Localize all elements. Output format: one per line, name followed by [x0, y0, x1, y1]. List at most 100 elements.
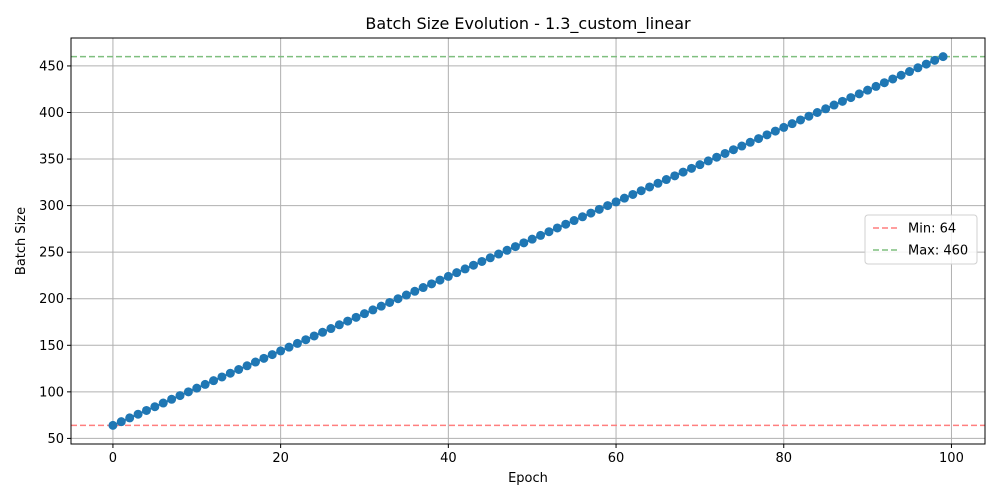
data-point: [410, 286, 420, 296]
data-point: [896, 70, 906, 80]
data-point: [569, 216, 579, 226]
data-point: [427, 279, 437, 289]
y-tick-label: 100: [39, 385, 64, 400]
data-point: [477, 256, 487, 266]
data-point: [343, 316, 353, 326]
x-tick-label: 100: [939, 451, 964, 466]
data-point: [494, 249, 504, 259]
y-axis-title: Batch Size: [14, 207, 29, 275]
x-tick-label: 60: [608, 451, 625, 466]
data-point: [661, 175, 671, 185]
series-line-path: [112, 55, 944, 427]
data-point: [385, 297, 395, 307]
data-point: [645, 182, 655, 192]
data-point: [578, 212, 588, 222]
data-point: [485, 253, 495, 263]
data-point: [879, 78, 889, 88]
y-tick-label: 200: [39, 292, 64, 307]
data-point: [913, 63, 923, 73]
data-point: [250, 357, 260, 367]
y-tick-label: 250: [39, 246, 64, 261]
y-tick-label: 450: [39, 59, 64, 74]
x-tick-label: 40: [440, 451, 457, 466]
y-tick-label: 400: [39, 106, 64, 121]
data-point: [695, 160, 705, 170]
data-point: [527, 234, 537, 244]
data-point: [183, 387, 193, 397]
reference-lines: [71, 55, 985, 427]
data-point: [460, 264, 470, 274]
data-point: [175, 391, 185, 401]
data-point: [678, 167, 688, 177]
data-point: [510, 242, 520, 252]
data-point: [552, 223, 562, 233]
data-point: [376, 301, 386, 311]
data-point: [326, 324, 336, 334]
data-point: [796, 115, 806, 125]
data-point: [594, 204, 604, 214]
data-point: [754, 134, 764, 144]
data-point: [242, 361, 252, 371]
x-tick-label: 20: [272, 451, 289, 466]
data-point: [636, 186, 646, 196]
series-line: [108, 52, 948, 430]
data-point: [141, 405, 151, 415]
data-point: [561, 219, 571, 229]
y-ticks: 50 100 150 200 250 300 350 400 450: [39, 59, 71, 447]
data-point: [351, 312, 361, 322]
y-tick-label: 150: [39, 339, 64, 354]
data-point: [359, 309, 369, 319]
data-point: [318, 327, 328, 337]
data-point: [334, 320, 344, 330]
data-point: [167, 394, 177, 404]
data-point: [804, 111, 814, 121]
data-point: [519, 238, 529, 248]
data-point: [770, 126, 780, 136]
data-point: [234, 365, 244, 375]
data-point: [854, 89, 864, 99]
data-point: [670, 171, 680, 181]
data-point: [435, 275, 445, 285]
data-point: [712, 152, 722, 162]
data-point: [292, 338, 302, 348]
data-point: [812, 107, 822, 117]
data-point: [401, 290, 411, 300]
data-point: [837, 96, 847, 106]
data-point: [158, 398, 168, 408]
x-ticks: 0 20 40 60 80 100: [109, 444, 964, 466]
data-point: [938, 52, 948, 62]
x-tick-label: 80: [775, 451, 792, 466]
data-point: [762, 130, 772, 140]
data-point: [737, 141, 747, 151]
data-point: [787, 119, 797, 129]
data-point: [225, 368, 235, 378]
y-tick-label: 50: [47, 432, 64, 447]
data-point: [443, 271, 453, 281]
data-point: [720, 148, 730, 158]
data-point: [821, 104, 831, 114]
data-point: [108, 420, 118, 430]
data-point: [217, 372, 227, 382]
data-point: [418, 283, 428, 293]
data-point: [628, 189, 638, 199]
y-tick-label: 300: [39, 199, 64, 214]
data-point: [301, 335, 311, 345]
legend: Min: 64 Max: 460: [864, 214, 978, 265]
data-point: [921, 59, 931, 69]
data-point: [703, 156, 713, 166]
plot-frame: [70, 37, 986, 445]
data-point: [133, 409, 143, 419]
y-tick-label: 350: [39, 153, 64, 168]
data-point: [745, 137, 755, 147]
data-point: [309, 331, 319, 341]
legend-label: Max: 460: [908, 244, 968, 259]
data-point: [905, 67, 915, 77]
data-point: [150, 402, 160, 412]
legend-label: Min: 64: [908, 222, 956, 237]
data-point: [452, 268, 462, 278]
data-point: [619, 193, 629, 203]
data-point: [393, 294, 403, 304]
data-point: [930, 55, 940, 65]
data-point: [502, 245, 512, 255]
data-point: [125, 413, 135, 423]
